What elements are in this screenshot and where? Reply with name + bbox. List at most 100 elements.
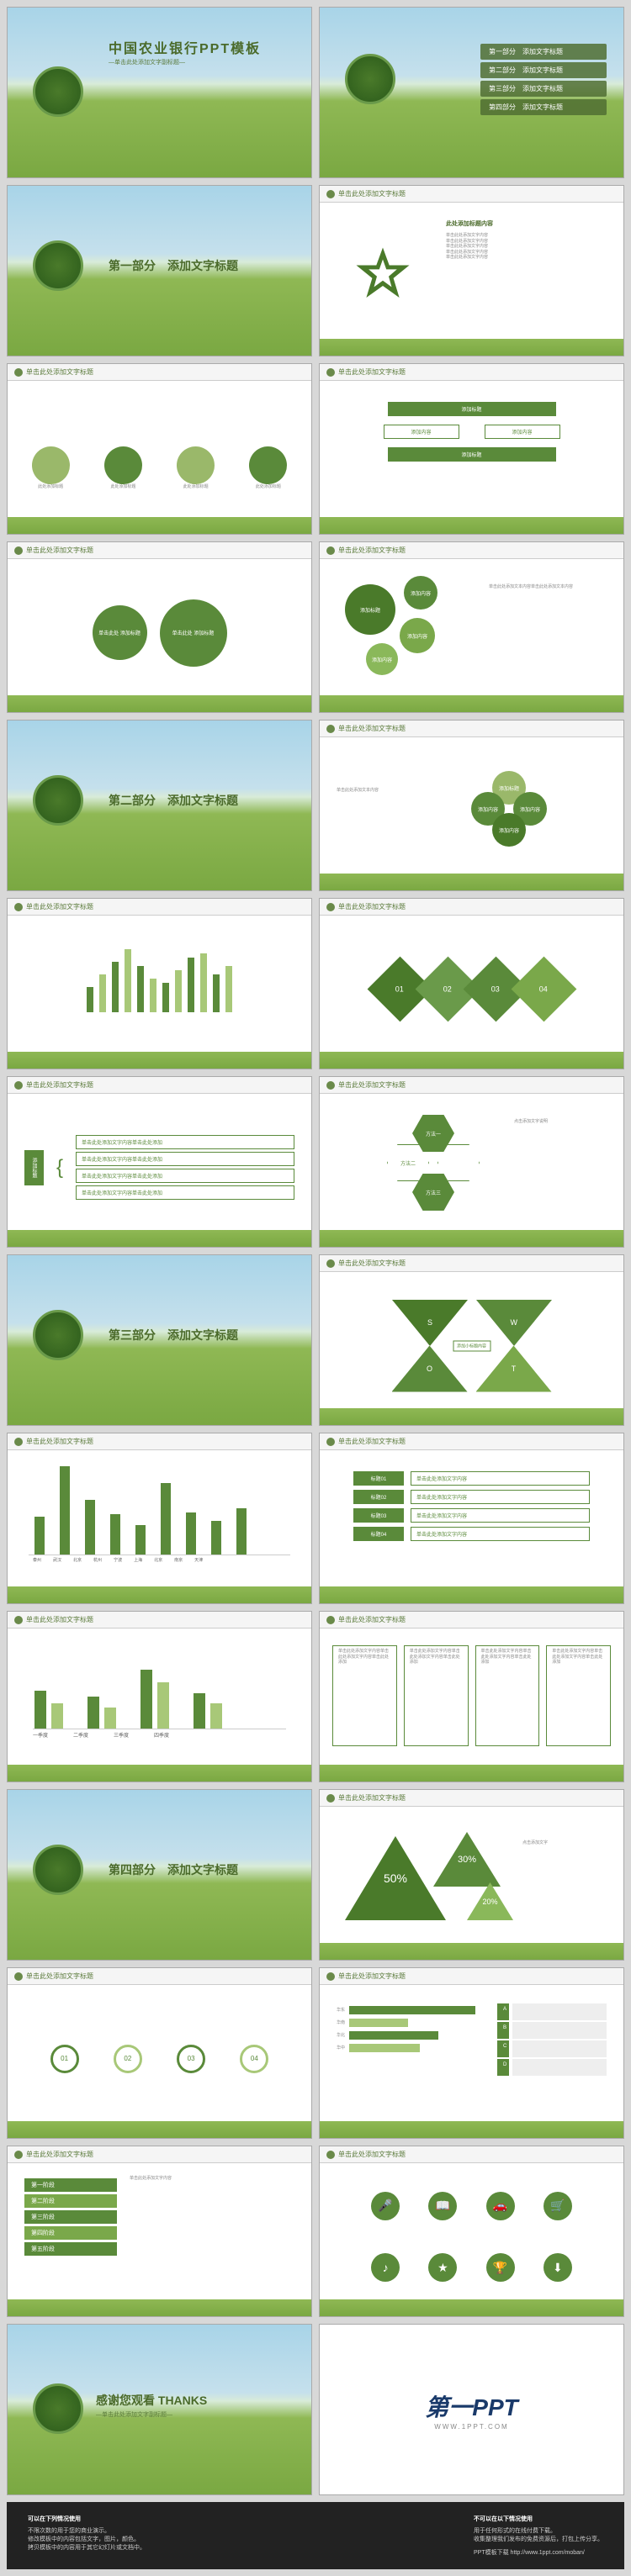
bar xyxy=(112,962,119,1012)
slide-header: 单击此处添加文字标题 xyxy=(320,1790,623,1807)
nav-item[interactable]: 第二部分 添加文字标题 xyxy=(480,62,607,78)
slide-hbars: 单击此处添加文字标题 华东 华南 华北 华中 A B C D xyxy=(319,1967,624,2139)
slide-title: 中国农业银行PPT模板 —单击此处添加文字副标题— xyxy=(7,7,312,178)
slide-gears-4: 单击此处添加文字标题 此处添加标题 此处添加标题 此处添加标题 此处添加标题 xyxy=(7,363,312,535)
brand-name: 第一PPT xyxy=(425,2389,517,2423)
slide-icons: 单击此处添加文字标题 🎤 📖 🚗 🛒 ♪ ★ 🏆 ⬇ xyxy=(319,2146,624,2317)
nav-item[interactable]: 第四部分 添加文字标题 xyxy=(480,99,607,115)
slide-rings: 单击此处添加文字标题 01 02 03 04 xyxy=(7,1967,312,2139)
slide-header: 单击此处添加文字标题 xyxy=(8,364,311,381)
bracket-row: 单击此处添加文字内容单击此处添加 xyxy=(76,1185,294,1200)
book-icon: 📖 xyxy=(428,2192,457,2220)
logo-icon xyxy=(33,240,83,291)
arrow: 第五阶段 xyxy=(24,2242,117,2256)
col: 单击此处添加文字内容单击此处添加文字内容单击此处添加 xyxy=(475,1645,540,1746)
nav-item[interactable]: 第三部分 添加文字标题 xyxy=(480,81,607,97)
ring: 03 xyxy=(177,2045,205,2073)
slide-footer xyxy=(320,2299,623,2316)
bar xyxy=(175,970,182,1012)
city-bar xyxy=(211,1521,221,1555)
hex-text: 点击添加文字说明 xyxy=(514,1119,607,1125)
slide-header: 单击此处添加文字标题 xyxy=(8,2146,311,2163)
slide-quarters: 单击此处添加文字标题 一季度二季度三季度四季度 xyxy=(7,1611,312,1782)
slide-header: 单击此处添加文字标题 xyxy=(8,899,311,916)
swot-tri: W xyxy=(476,1300,552,1346)
nav-item[interactable]: 第一部分 添加文字标题 xyxy=(480,44,607,60)
main-title: 中国农业银行PPT模板 xyxy=(109,37,261,57)
col: 单击此处添加文字内容单击此处添加文字内容单击此处添加 xyxy=(546,1645,611,1746)
slide-footer xyxy=(8,517,311,534)
slide-footer xyxy=(320,517,623,534)
gear-icon xyxy=(104,446,142,484)
hbar xyxy=(349,2044,420,2052)
gear-icon: 单击此处 添加标题 xyxy=(93,605,147,660)
tri: 50% xyxy=(345,1836,446,1920)
bubble-text: 单击此处添加文本内容单击此处添加文本内容 xyxy=(489,584,607,590)
slide-header: 单击此处添加文字标题 xyxy=(320,364,623,381)
tri-text: 点击添加文字 xyxy=(522,1840,607,1846)
slide-star: 单击此处添加文字标题 此处添加标题内容 单击此处添加文字内容 单击此处添加文字内… xyxy=(319,185,624,356)
slide-header: 单击此处添加文字标题 xyxy=(8,1968,311,1985)
slide-section-2: 第二部分 添加文字标题 xyxy=(7,720,312,891)
slide-footer xyxy=(320,2121,623,2138)
slide-header: 单击此处添加文字标题 xyxy=(320,899,623,916)
hbar xyxy=(349,2006,475,2014)
slide-footer xyxy=(8,695,311,712)
slide-header: 单击此处添加文字标题 xyxy=(320,2146,623,2163)
slide-section-4: 第四部分 添加文字标题 xyxy=(7,1789,312,1961)
flow-box: 添加标题 xyxy=(388,402,556,416)
bar xyxy=(99,974,106,1012)
hbar xyxy=(349,2031,438,2040)
slide-header: 单击此处添加文字标题 xyxy=(8,542,311,559)
car-icon: 🚗 xyxy=(486,2192,515,2220)
slide-footer xyxy=(320,1052,623,1069)
bracket-row: 单击此处添加文字内容单击此处添加 xyxy=(76,1135,294,1149)
bar xyxy=(225,966,232,1012)
thanks-sub: —单击此处添加文字副标题— xyxy=(96,2410,172,2419)
arrow-text: 单击此处添加文字内容 xyxy=(130,2176,294,2298)
section-title: 第二部分 添加文字标题 xyxy=(109,792,238,809)
bar xyxy=(125,949,131,1012)
slide-bubbles: 单击此处添加文字标题 添加标题 添加内容 添加内容 添加内容 单击此处添加文本内… xyxy=(319,541,624,713)
slide-thanks: 感谢您观看 THANKS —单击此处添加文字副标题— xyxy=(7,2324,312,2495)
brace-icon: { xyxy=(56,1156,63,1180)
slide-footer xyxy=(8,1052,311,1069)
slide-section-3: 第三部分 添加文字标题 xyxy=(7,1254,312,1426)
table-text: 单击此处添加文字内容 xyxy=(411,1508,590,1523)
star-icon xyxy=(353,245,412,304)
bracket-title: 添加标题 xyxy=(24,1150,44,1185)
slide-footer xyxy=(320,1408,623,1425)
slide-footer xyxy=(8,2121,311,2138)
slide-header: 单击此处添加文字标题 xyxy=(320,1612,623,1628)
slide-header: 单击此处添加文字标题 xyxy=(8,1433,311,1450)
table-label: 标题04 xyxy=(353,1527,404,1541)
city-bar xyxy=(236,1508,247,1555)
city-bar xyxy=(186,1512,196,1555)
star-line: 单击此处添加文字内容 xyxy=(446,255,597,261)
ring: 04 xyxy=(240,2045,268,2073)
diamond: 04 xyxy=(511,957,576,1022)
gear-icon: 单击此处 添加标题 xyxy=(160,599,227,667)
table-text: 单击此处添加文字内容 xyxy=(411,1490,590,1504)
slide-header: 单击此处添加文字标题 xyxy=(8,1077,311,1094)
swot-tri: T xyxy=(476,1346,552,1392)
petal: 添加内容 xyxy=(492,813,526,847)
swot-tri: O xyxy=(392,1346,468,1392)
footer-right-title: 不可以在以下情况使用 xyxy=(474,2515,603,2523)
bubble: 添加内容 xyxy=(366,643,398,675)
footer-item: 拷贝模板中的内容用于其它幻灯片或文档中。 xyxy=(28,2543,146,2552)
arrow: 第二阶段 xyxy=(24,2194,117,2208)
slide-flow: 单击此处添加文字标题 添加标题 添加内容 添加内容 添加标题 xyxy=(319,363,624,535)
bar xyxy=(87,987,93,1012)
slide-triangles: 单击此处添加文字标题 50% 30% 20% 点击添加文字 xyxy=(319,1789,624,1961)
slide-city-chart: 单击此处添加文字标题 泰州武汉北京杭州宁波上海北京南京天津 xyxy=(7,1433,312,1604)
bracket-row: 单击此处添加文字内容单击此处添加 xyxy=(76,1169,294,1183)
slide-table-4: 单击此处添加文字标题 标题01单击此处添加文字内容 标题02单击此处添加文字内容… xyxy=(319,1433,624,1604)
gear-icon xyxy=(32,446,70,484)
slide-hexagons: 单击此处添加文字标题 方法一 方法二 方法三 点击添加文字说明 xyxy=(319,1076,624,1248)
slide-header: 单击此处添加文字标题 xyxy=(320,1968,623,1985)
bar xyxy=(137,966,144,1012)
gear-icon xyxy=(177,446,215,484)
logo-icon xyxy=(33,2383,83,2434)
thumb xyxy=(512,2022,607,2039)
